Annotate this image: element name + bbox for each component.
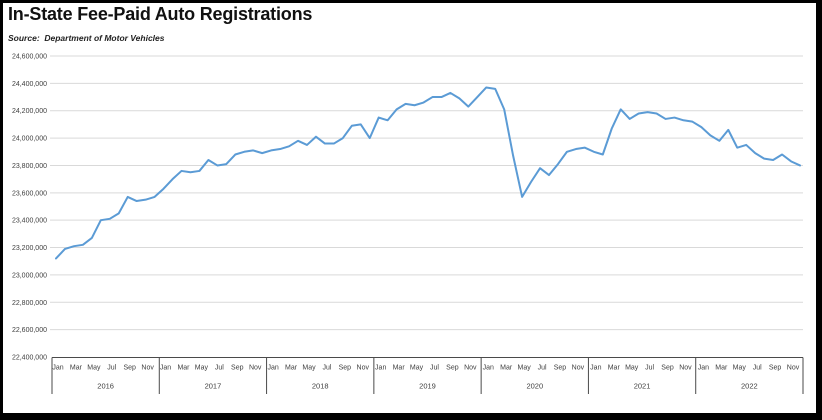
y-axis-tick-label: 24,600,000 [12,54,47,61]
x-axis-month-label: Mar [177,365,190,372]
x-axis-month-label: Jul [753,365,762,372]
x-axis-month-label: May [518,365,532,372]
x-axis-month-label: Jan [52,365,63,372]
x-axis-month-label: Jan [375,365,386,372]
x-axis-month-label: Nov [141,365,154,372]
x-axis-month-label: Sep [339,365,352,372]
x-axis-month-label: Jan [698,365,709,372]
x-axis-year-label: 2018 [312,382,329,391]
x-axis-month-label: Jul [538,365,547,372]
x-axis-month-label: Sep [554,365,567,372]
x-axis-month-label: Jan [590,365,601,372]
x-axis-month-label: Sep [231,365,244,372]
x-axis-month-label: Mar [393,365,406,372]
x-axis-month-label: Jul [645,365,654,372]
y-axis-tick-label: 23,600,000 [12,190,47,197]
x-axis-year-label: 2017 [205,382,222,391]
x-axis-month-label: Sep [661,365,674,372]
x-axis-month-label: Nov [249,365,262,372]
x-axis-year-label: 2019 [419,382,436,391]
x-axis-month-label: Nov [679,365,692,372]
chart-source-note: Source: Department of Motor Vehicles [8,33,165,43]
x-axis-month-label: May [87,365,101,372]
x-axis-month-label: Nov [572,365,585,372]
y-axis-tick-label: 24,200,000 [12,108,47,115]
y-axis-tick-label: 24,000,000 [12,136,47,143]
y-axis-tick-label: 22,600,000 [12,327,47,334]
y-axis-tick-label: 23,400,000 [12,218,47,225]
x-axis-month-label: Mar [608,365,621,372]
x-axis-month-label: Sep [446,365,459,372]
x-axis-month-label: Nov [357,365,370,372]
x-axis-month-label: Nov [464,365,477,372]
y-axis-tick-label: 23,200,000 [12,245,47,252]
x-axis-month-label: May [410,365,424,372]
x-axis-month-label: Sep [769,365,782,372]
y-axis-tick-label: 22,800,000 [12,300,47,307]
x-axis-month-label: Mar [70,365,83,372]
x-axis-month-label: Nov [787,365,800,372]
x-axis-month-label: May [195,365,209,372]
registrations-series-line [55,86,801,260]
x-axis-month-label: Mar [715,365,728,372]
x-axis-month-label: Jul [215,365,224,372]
y-axis-tick-label: 24,400,000 [12,81,47,88]
y-axis-tick-label: 23,800,000 [12,163,47,170]
x-axis-year-label: 2020 [526,382,543,391]
x-axis-year-label: 2021 [634,382,651,391]
x-axis-year-label: 2022 [741,382,758,391]
y-axis-tick-label: 22,400,000 [12,355,47,362]
x-axis-month-label: Jan [267,365,278,372]
x-axis-month-label: Sep [123,365,136,372]
x-axis-month-label: Mar [285,365,298,372]
x-axis-year-label: 2016 [97,382,114,391]
x-axis-month-label: Jan [160,365,171,372]
chart-title: In-State Fee-Paid Auto Registrations [8,4,313,24]
x-axis-month-label: Jan [483,365,494,372]
x-axis-month-label: Jul [430,365,439,372]
x-axis-month-label: Mar [500,365,513,372]
x-axis-month-label: May [625,365,639,372]
x-axis-month-label: Jul [107,365,116,372]
x-axis-month-label: Jul [322,365,331,372]
x-axis-month-label: May [733,365,747,372]
y-axis-tick-label: 23,000,000 [12,272,47,279]
x-axis-month-label: May [302,365,316,372]
